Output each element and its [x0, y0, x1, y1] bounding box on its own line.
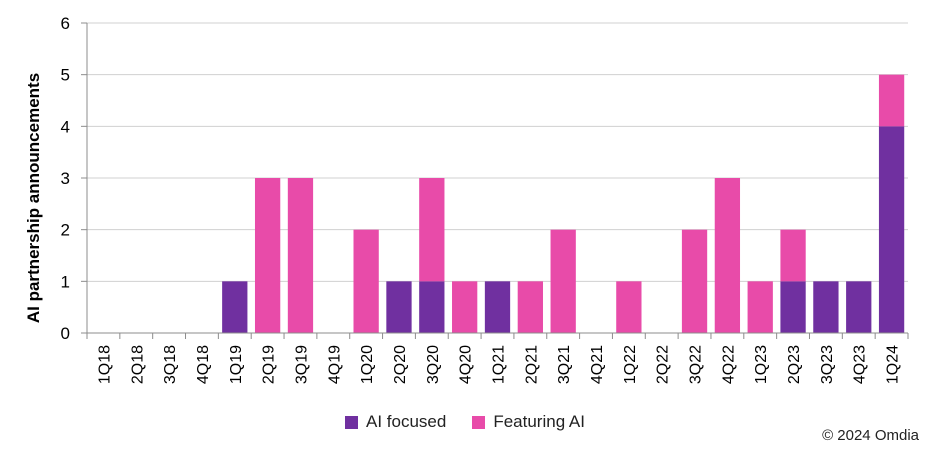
y-tick-labels: 0 1 2 3 4 5 6 [61, 14, 70, 343]
x-tick-label: 3Q21 [556, 345, 573, 384]
x-tick-label: 4Q20 [458, 345, 475, 384]
x-tick-label: 4Q21 [589, 345, 606, 384]
x-tick-label: 3Q22 [688, 345, 705, 384]
bar-featuring-ai-3Q22 [681, 229, 708, 333]
axes [81, 22, 909, 339]
bar-featuring-ai-3Q19 [287, 178, 314, 333]
bar-ai-focused-3Q20 [419, 281, 445, 333]
bar-featuring-ai-1Q22 [616, 281, 642, 333]
y-tick-label: 5 [61, 66, 70, 85]
bar-ai-focused-4Q23 [846, 281, 872, 333]
x-tick-label: 2Q18 [129, 345, 146, 384]
x-tick-label: 1Q18 [96, 345, 113, 384]
x-tick-label: 3Q20 [425, 345, 442, 384]
bar-featuring-ai-4Q22 [714, 178, 741, 333]
legend-item-ai-focused: AI focused [345, 412, 446, 432]
x-tick-label: 1Q21 [491, 345, 508, 384]
x-tick-label: 2Q19 [261, 345, 278, 384]
x-tick-labels: 1Q18 2Q18 3Q18 4Q18 1Q19 2Q19 3Q19 4Q19 1Q20 2Q20… [96, 345, 901, 384]
y-axis-label: AI partnership announcements [24, 73, 43, 323]
y-tick-label: 3 [61, 169, 70, 188]
bar-featuring-ai-1Q20 [353, 229, 379, 333]
bar-featuring-ai-1Q23 [747, 281, 773, 333]
bars [222, 74, 905, 333]
legend-swatch-ai-focused [345, 415, 358, 429]
x-tick-label: 2Q23 [786, 345, 803, 384]
y-tick-label: 4 [61, 117, 70, 136]
x-tick-label: 1Q19 [228, 345, 245, 384]
x-tick-label: 2Q21 [523, 345, 540, 384]
legend-label-ai-focused: AI focused [366, 412, 447, 431]
legend-label-featuring-ai: Featuring AI [493, 412, 585, 431]
bar-ai-focused-1Q24 [878, 126, 905, 333]
y-tick-label: 0 [61, 324, 70, 343]
y-tick-label: 6 [61, 14, 70, 33]
x-tick-label: 2Q22 [655, 345, 672, 384]
x-tick-label: 4Q22 [720, 345, 737, 384]
x-tick-label: 1Q23 [753, 345, 770, 384]
x-tick-label: 3Q18 [162, 345, 179, 384]
bar-featuring-ai-3Q20 [419, 178, 445, 282]
legend-swatch-featuring-ai [472, 415, 486, 429]
bar-featuring-ai-2Q23 [780, 229, 806, 282]
bar-ai-focused-1Q21 [484, 281, 511, 333]
bar-ai-focused-2Q23 [780, 281, 806, 333]
legend: AI focused Featuring AI [345, 412, 585, 432]
bar-ai-focused-1Q19 [222, 281, 248, 333]
x-tick-label: 4Q23 [852, 345, 869, 384]
bar-featuring-ai-1Q24 [878, 74, 905, 127]
x-tick-label: 1Q22 [622, 345, 639, 384]
bar-ai-focused-2Q20 [386, 281, 412, 333]
y-tick-label: 1 [61, 272, 70, 291]
x-tick-label: 3Q19 [293, 345, 310, 384]
legend-item-featuring-ai: Featuring AI [472, 412, 585, 432]
x-tick-label: 3Q23 [819, 345, 836, 384]
bar-ai-focused-3Q23 [813, 281, 839, 333]
x-tick-label: 1Q20 [359, 345, 376, 384]
x-tick-label: 2Q20 [392, 345, 409, 384]
bar-featuring-ai-2Q21 [517, 281, 543, 333]
bar-featuring-ai-3Q21 [550, 229, 576, 333]
x-tick-label: 4Q19 [326, 345, 343, 384]
y-tick-label: 2 [61, 221, 70, 240]
copyright: © 2024 Omdia [822, 427, 919, 444]
x-tick-label: 4Q18 [195, 345, 212, 384]
bar-featuring-ai-4Q20 [452, 281, 478, 333]
x-tick-label: 1Q24 [885, 345, 902, 384]
bar-featuring-ai-2Q19 [254, 178, 281, 333]
